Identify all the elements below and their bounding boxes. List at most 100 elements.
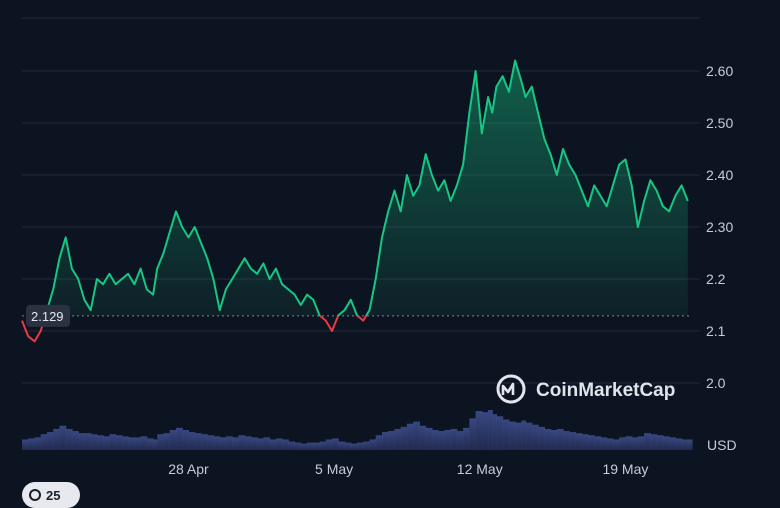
- volume-bar: [481, 412, 489, 450]
- volume-bar: [153, 439, 158, 450]
- volume-bar: [575, 433, 583, 450]
- volume-bar: [53, 428, 61, 450]
- volume-bar: [188, 432, 196, 450]
- volume-bar: [96, 435, 104, 450]
- coinmarketcap-logo-icon: [496, 374, 526, 404]
- x-tick-label: 12 May: [457, 461, 503, 477]
- y-tick-label: 2.50: [706, 115, 733, 131]
- volume-bar: [475, 411, 483, 450]
- volume-bar: [357, 442, 364, 450]
- volume-bar: [681, 439, 689, 450]
- volume-bar: [669, 437, 676, 450]
- volume-bar: [282, 439, 289, 450]
- volume-bar: [562, 431, 570, 450]
- volume-bar: [581, 434, 589, 450]
- volume-bar: [169, 430, 177, 450]
- volume-bar: [612, 439, 620, 450]
- volume-bar: [444, 430, 452, 450]
- volume-bar: [637, 436, 645, 450]
- volume-bar: [71, 431, 79, 450]
- volume-bar: [238, 435, 246, 450]
- volume-bar: [521, 420, 527, 450]
- volume-bar: [413, 421, 421, 450]
- volume-bar: [394, 428, 402, 450]
- volume-bar: [121, 436, 129, 450]
- volume-bar: [463, 427, 470, 450]
- y-tick-label: 2.30: [706, 219, 733, 235]
- volume-bar: [381, 432, 389, 450]
- volume-bar: [650, 434, 658, 450]
- volume-bar: [456, 431, 464, 450]
- price-area: [22, 60, 688, 316]
- volume-bar: [134, 437, 142, 450]
- volume-bar: [431, 430, 439, 450]
- badge-count: 25: [46, 487, 61, 503]
- volume-bar: [219, 437, 227, 450]
- y-tick-label: 2.60: [706, 63, 733, 79]
- volume-bar: [103, 436, 110, 450]
- y-tick-label: 2.0: [706, 375, 726, 391]
- volume-bar: [28, 438, 36, 450]
- volume-bar: [619, 437, 627, 450]
- volume-bar: [594, 436, 602, 450]
- volume-bar: [488, 410, 493, 450]
- watermark: CoinMarketCap: [496, 374, 675, 404]
- volume-bar: [213, 436, 221, 450]
- volume-bar: [587, 435, 595, 450]
- volume-bar: [232, 437, 239, 450]
- volume-bar: [294, 442, 302, 450]
- volume-bar: [675, 438, 683, 450]
- volume-bar: [400, 426, 408, 450]
- comments-badge[interactable]: 25: [22, 482, 80, 508]
- volume-bar: [109, 434, 117, 450]
- volume-bar: [225, 436, 233, 450]
- volume-bar: [84, 433, 92, 450]
- volume-bar: [600, 437, 608, 450]
- volume-bar: [496, 416, 504, 450]
- volume-bar: [263, 437, 271, 450]
- volume-bar: [538, 426, 545, 450]
- volume-bar: [300, 443, 308, 450]
- volume-bar: [250, 437, 258, 450]
- volume-bar: [450, 428, 458, 450]
- volume-bar: [78, 433, 86, 450]
- x-axis: 28 Apr 5 May 12 May 19 May: [168, 461, 648, 477]
- volume-bar: [257, 438, 264, 450]
- volume-bar: [419, 425, 427, 450]
- volume-bar: [687, 439, 693, 450]
- y-tick-label: 2.1: [706, 323, 726, 339]
- volume-bar: [606, 438, 614, 450]
- volume-bar: [369, 439, 377, 450]
- volume-bar: [59, 425, 67, 450]
- reference-price-text: 2.129: [31, 309, 64, 324]
- volume-bar: [338, 441, 346, 450]
- volume-bar: [363, 441, 371, 450]
- volume-bar: [40, 434, 48, 450]
- volume-bar: [569, 432, 577, 450]
- volume-bar: [332, 438, 339, 450]
- price-chart: 2.129 2.0 2.1 2.2 2.30 2.40 2.50 2.60 28 Apr 5 …: [21, 17, 737, 477]
- volume-bar: [65, 428, 73, 450]
- volume-bar: [375, 435, 383, 450]
- volume-bar: [406, 423, 414, 450]
- y-axis: 2.0 2.1 2.2 2.30 2.40 2.50 2.60: [706, 63, 733, 391]
- watermark-text: CoinMarketCap: [536, 380, 675, 401]
- volume-bar: [325, 439, 333, 450]
- volume-bar: [625, 436, 633, 450]
- volume-bar: [115, 435, 123, 450]
- x-tick-label: 19 May: [602, 461, 648, 477]
- currency-label: USD: [707, 437, 737, 453]
- volume-bar: [438, 431, 445, 450]
- volume-bar: [140, 436, 148, 450]
- volume-bar: [269, 439, 277, 450]
- volume-bar: [550, 430, 558, 450]
- volume-bar: [469, 418, 477, 450]
- volume-bar: [388, 431, 396, 450]
- comment-icon: [29, 489, 41, 501]
- volume-bar: [307, 442, 314, 450]
- volume-bar: [175, 427, 183, 450]
- volume-bar: [34, 437, 42, 450]
- volume-bar: [200, 434, 208, 450]
- volume-bar: [182, 430, 190, 450]
- volume-bar: [425, 427, 433, 450]
